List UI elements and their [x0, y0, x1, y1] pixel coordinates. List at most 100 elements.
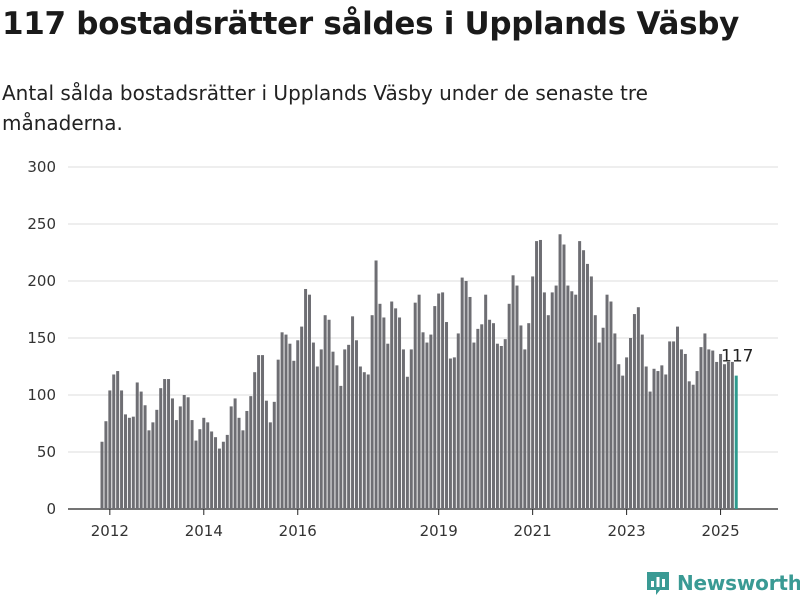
- bar: [585, 263, 589, 509]
- x-tick-label: 2016: [279, 522, 317, 540]
- bar: [331, 351, 335, 509]
- x-tick-label: 2021: [514, 522, 552, 540]
- bar: [621, 375, 625, 509]
- bar: [421, 332, 425, 509]
- bar: [151, 422, 155, 509]
- bar: [625, 357, 629, 509]
- bar: [593, 315, 597, 509]
- bar: [601, 327, 605, 509]
- bar: [351, 316, 355, 509]
- x-axis-ticks: 2012 2014 2016 2019 2021 2023 2025: [91, 509, 740, 540]
- bar: [147, 430, 151, 509]
- bar: [668, 341, 672, 509]
- bar: [257, 355, 261, 509]
- bar: [515, 285, 519, 509]
- bar: [159, 388, 163, 509]
- bar: [354, 340, 358, 509]
- bar: [640, 334, 644, 509]
- bar: [405, 376, 409, 509]
- bar: [480, 324, 484, 509]
- bar: [664, 374, 668, 509]
- bar: [691, 384, 695, 509]
- bar: [143, 405, 147, 509]
- bar: [703, 333, 707, 509]
- bar: [229, 406, 233, 509]
- bar: [241, 430, 245, 509]
- bar: [715, 361, 719, 509]
- bar: [605, 294, 609, 509]
- y-tick-label: 200: [27, 272, 56, 290]
- bar: [672, 341, 676, 509]
- x-tick-label: 2019: [420, 522, 458, 540]
- bar: [292, 360, 296, 509]
- bar: [261, 355, 265, 509]
- bar: [644, 366, 648, 509]
- bar: [527, 323, 531, 509]
- bar: [456, 333, 460, 509]
- bar: [284, 334, 288, 509]
- bar: [617, 364, 621, 509]
- bar: [186, 397, 190, 509]
- bar: [523, 349, 527, 509]
- bar: [409, 349, 413, 509]
- bar: [582, 250, 586, 509]
- bar: [578, 241, 582, 509]
- bar: [198, 429, 202, 509]
- bar: [202, 417, 206, 509]
- bar: [366, 374, 370, 509]
- newsworthy-logo-text: Newsworthy: [677, 571, 800, 595]
- bar: [104, 421, 108, 509]
- bar: [335, 365, 339, 509]
- bar: [378, 303, 382, 509]
- bar: [127, 417, 131, 509]
- bar: [253, 372, 257, 509]
- page-subtitle: Antal sålda bostadsrätter i Upplands Väs…: [2, 81, 648, 135]
- bar: [445, 322, 449, 509]
- bar: [726, 361, 730, 509]
- bar: [382, 317, 386, 509]
- bar: [311, 342, 315, 509]
- bar: [390, 301, 394, 509]
- bar: [507, 303, 511, 509]
- bar: [566, 285, 570, 509]
- bar: [398, 317, 402, 509]
- bar: [112, 374, 116, 509]
- bar: [178, 406, 182, 509]
- x-tick-label: 2025: [701, 522, 739, 540]
- bar: [362, 372, 366, 509]
- bar: [495, 343, 499, 509]
- bar: [531, 276, 535, 509]
- bar-highlight: [734, 375, 738, 509]
- bar: [386, 343, 390, 509]
- bar: [574, 294, 578, 509]
- highlight-value-label: 117: [721, 347, 753, 367]
- bar: [554, 285, 558, 509]
- bar: [609, 301, 613, 509]
- bar: [272, 401, 276, 509]
- bar: [339, 385, 343, 509]
- bar: [315, 366, 319, 509]
- bar: [327, 319, 331, 509]
- bar: [249, 396, 253, 509]
- bar: [535, 241, 539, 509]
- bar: [288, 343, 292, 509]
- x-tick-label: 2023: [608, 522, 646, 540]
- bar: [484, 294, 488, 509]
- bar: [135, 382, 139, 509]
- bar: [307, 294, 311, 509]
- y-tick-label: 0: [46, 500, 56, 518]
- bar: [100, 441, 104, 509]
- bar: [174, 420, 178, 509]
- bar: [519, 325, 523, 509]
- bar: [503, 339, 507, 509]
- bar: [699, 347, 703, 509]
- bar: [108, 390, 112, 509]
- bar: [323, 315, 327, 509]
- bar: [413, 302, 417, 509]
- bar: [679, 349, 683, 509]
- bar: [358, 366, 362, 509]
- bar: [429, 334, 433, 509]
- bar: [660, 365, 664, 509]
- bars: [100, 234, 738, 509]
